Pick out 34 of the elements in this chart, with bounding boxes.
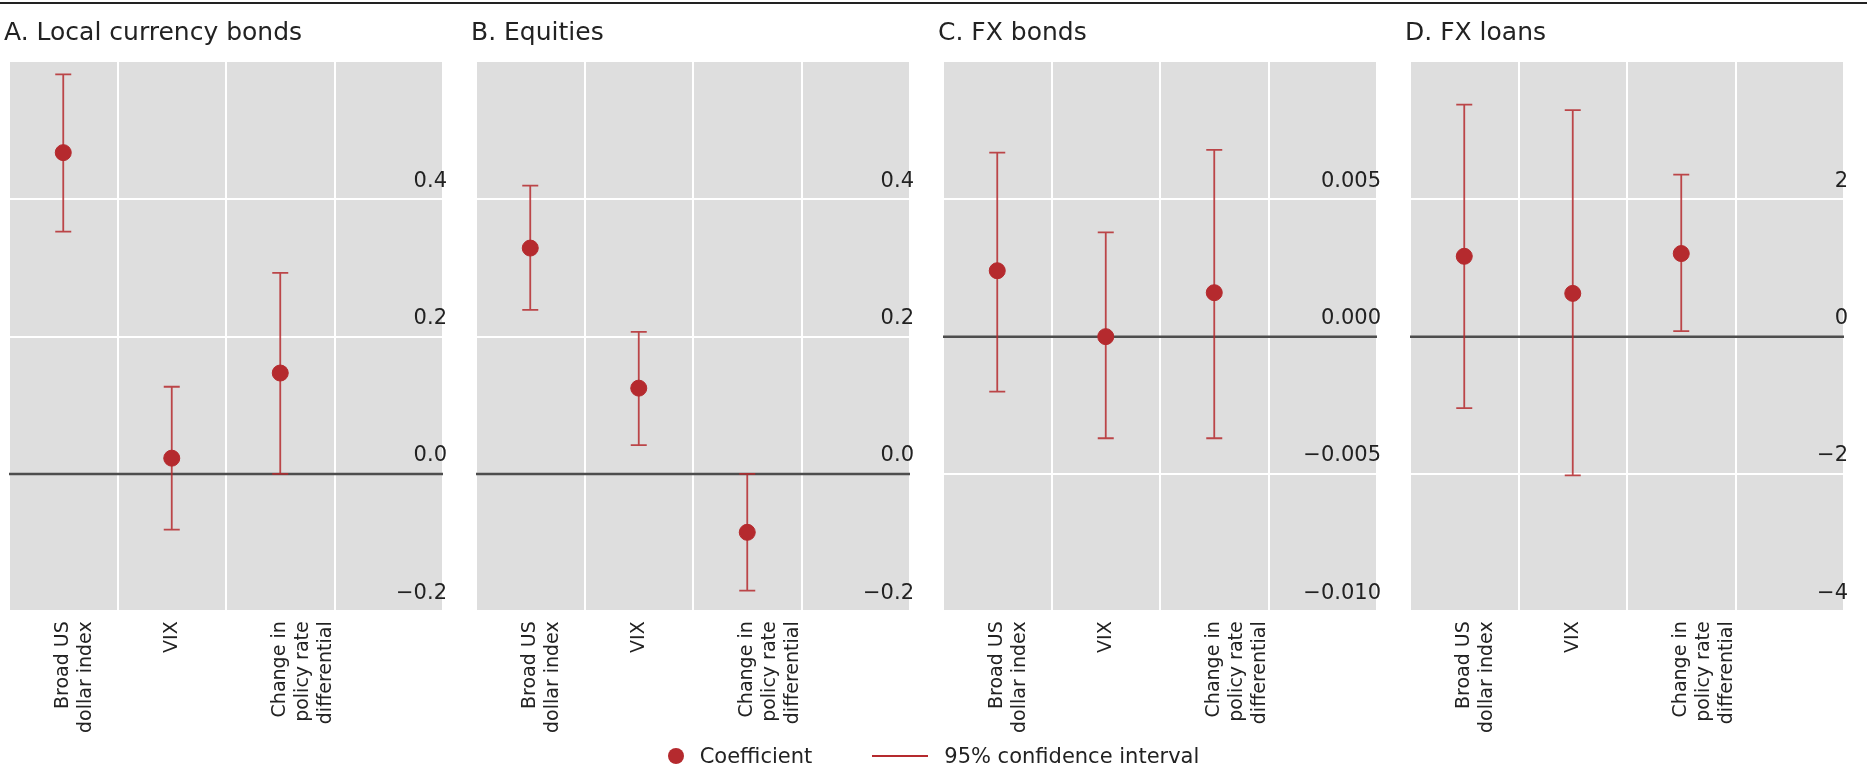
x-tick-label: Change in policy rate differential	[1668, 621, 1736, 725]
y-tick-label: 0.2	[880, 305, 914, 330]
x-tick-label: Change in policy rate differential	[734, 621, 802, 725]
x-tick-label: Change in policy rate differential	[1201, 621, 1269, 725]
y-tick-label: −2	[1817, 442, 1848, 467]
x-tick-label: VIX	[1092, 621, 1115, 653]
chart-title: C. FX bonds	[938, 16, 1087, 46]
x-tick-label: Broad US dollar index	[50, 621, 95, 733]
y-tick-label: 0	[1834, 305, 1848, 330]
x-tick-label: VIX	[158, 621, 181, 653]
x-tick-label: Broad US dollar index	[1451, 621, 1496, 733]
x-tick-label: Change in policy rate differential	[267, 621, 335, 725]
y-tick-label: 2	[1834, 167, 1848, 192]
y-tick-label: 0.4	[880, 167, 914, 192]
legend-label: Coefficient	[699, 744, 813, 768]
x-tick-label: Broad US dollar index	[984, 621, 1029, 733]
y-tick-label: −4	[1817, 579, 1848, 604]
chart-title: D. FX loans	[1405, 16, 1547, 46]
y-tick-label: −0.2	[863, 579, 914, 604]
y-tick-label: −0.005	[1303, 442, 1381, 467]
chart-title: A. Local currency bonds	[4, 16, 303, 46]
y-tick-label: −0.2	[396, 579, 447, 604]
y-tick-label: 0.005	[1320, 167, 1381, 192]
x-tick-label: VIX	[1559, 621, 1582, 653]
chart-title: B. Equities	[471, 16, 604, 46]
y-tick-label: 0.0	[880, 442, 914, 467]
x-tick-label: VIX	[625, 621, 648, 653]
y-tick-label: 0.2	[413, 305, 447, 330]
x-tick-label: Broad US dollar index	[517, 621, 562, 733]
y-tick-label: −0.010	[1303, 579, 1381, 604]
y-tick-label: 0.0	[413, 442, 447, 467]
y-tick-label: 0.000	[1320, 305, 1381, 330]
y-tick-label: 0.4	[413, 167, 447, 192]
text: 95% confidence interval	[944, 744, 1200, 768]
